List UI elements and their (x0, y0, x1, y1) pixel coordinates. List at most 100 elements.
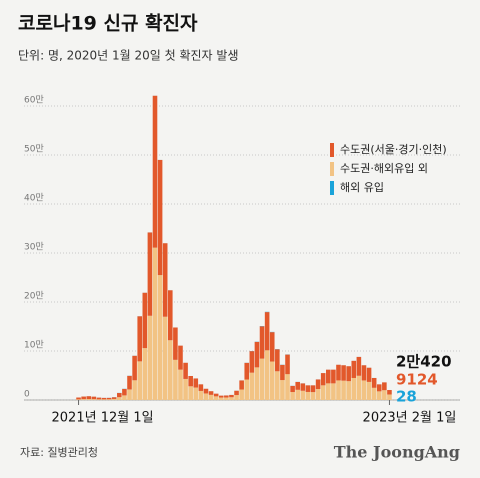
bar-segment (259, 358, 265, 400)
chart-title: 코로나19 신규 확진자 (18, 12, 198, 35)
bar-segment (295, 389, 301, 400)
bar-segment (300, 390, 306, 400)
bar-segment (213, 393, 219, 397)
bar-segment (310, 392, 316, 400)
bar-segment (376, 384, 382, 392)
bar-segment (366, 367, 372, 382)
bar-segment (325, 383, 331, 400)
bar-segment (244, 362, 250, 380)
bar-segment (167, 290, 173, 341)
source: 자료: 질병관리청 (20, 446, 98, 459)
bar-segment (234, 395, 239, 400)
bar-segment (132, 380, 137, 400)
bar-segment (331, 383, 336, 400)
bar-segment (336, 380, 341, 400)
bar-segment (290, 392, 295, 400)
bar-segment (382, 382, 387, 391)
bar-segment (239, 389, 244, 400)
bar-segment (76, 399, 81, 400)
bar-segment (117, 397, 122, 400)
bar-segment (188, 386, 193, 400)
bar-segment (320, 385, 326, 400)
bar-segment (208, 394, 214, 400)
bar-segment (351, 360, 357, 378)
bar-segment (203, 393, 209, 400)
bar-segment (269, 361, 275, 400)
bar-segment (346, 381, 351, 400)
bar-segment (387, 394, 392, 400)
bar-segment (137, 316, 143, 362)
bar-segment (132, 355, 137, 381)
bar-segment (208, 391, 214, 395)
bar-segment (341, 380, 346, 400)
bar-segment (275, 349, 280, 372)
bar-segment (285, 354, 290, 375)
brand: The JoongAng (334, 443, 460, 462)
bar-segment (295, 381, 301, 390)
bar-segment (162, 243, 168, 317)
bar-segment (341, 365, 346, 381)
bar-segment (178, 345, 183, 370)
legend-swatch (330, 162, 334, 176)
bar-segment (183, 378, 188, 400)
bar-segment (376, 391, 382, 400)
bar-segment (152, 247, 158, 400)
bar-segment (336, 364, 341, 381)
bar-segment (356, 375, 362, 400)
bar-segment (96, 399, 102, 400)
bar-segment (203, 388, 209, 394)
bar-segment (76, 397, 81, 400)
bar-segment (325, 369, 331, 384)
bar-segment (234, 390, 239, 396)
bar-segment (244, 379, 250, 400)
bar-segment (147, 232, 153, 316)
y-tick-label: 30만 (24, 242, 44, 253)
bar-segment (91, 399, 97, 400)
bar-segment (147, 315, 153, 400)
bar-segment (127, 375, 132, 390)
legend-label: 수도권(서울·경기·인천) (340, 142, 447, 156)
value-label: 9124 (396, 371, 438, 389)
bar-segment (167, 340, 173, 400)
bar-segment (280, 380, 285, 400)
bar-segment (106, 397, 112, 400)
bar-segment (254, 341, 260, 368)
bar-segment (173, 327, 178, 360)
bar-segment (371, 377, 377, 388)
y-tick-label: 10만 (24, 340, 44, 351)
bar-segment (218, 397, 224, 400)
bar-segment (193, 387, 199, 400)
bar-segment (315, 389, 321, 400)
bar-segment (213, 396, 219, 400)
bar-segment (315, 379, 321, 390)
y-tick-label: 50만 (24, 144, 44, 155)
y-tick-label: 0 (24, 390, 30, 400)
bar-segment (285, 374, 290, 400)
bar-segment (142, 348, 148, 400)
bar-segment (371, 387, 377, 400)
bar-segment (224, 397, 229, 400)
bar-segment (188, 376, 193, 387)
bar-segment (101, 399, 107, 400)
bar-segment (157, 159, 163, 276)
total-label: 2만420 (396, 353, 452, 371)
bar-segment (162, 316, 168, 400)
bar-segment (305, 391, 311, 400)
bar-segment (86, 396, 92, 400)
bar-segment (310, 385, 316, 393)
bar-segment (86, 399, 92, 400)
bar-segment (249, 372, 255, 400)
y-tick-label: 60만 (24, 95, 44, 106)
bar-segment (111, 398, 117, 400)
chart-subtitle: 단위: 명, 2020년 1월 20일 첫 확진자 발생 (18, 49, 238, 63)
bar-segment (81, 399, 86, 400)
bar-segment (356, 356, 362, 376)
bar-segment (331, 369, 336, 384)
legend-swatch (330, 143, 334, 157)
bar-segment (361, 380, 367, 400)
bar-segment (142, 292, 148, 349)
bar-segment (382, 390, 387, 400)
bar-segment (127, 389, 132, 400)
bar-segment (224, 395, 229, 398)
bar-segment (111, 397, 117, 399)
